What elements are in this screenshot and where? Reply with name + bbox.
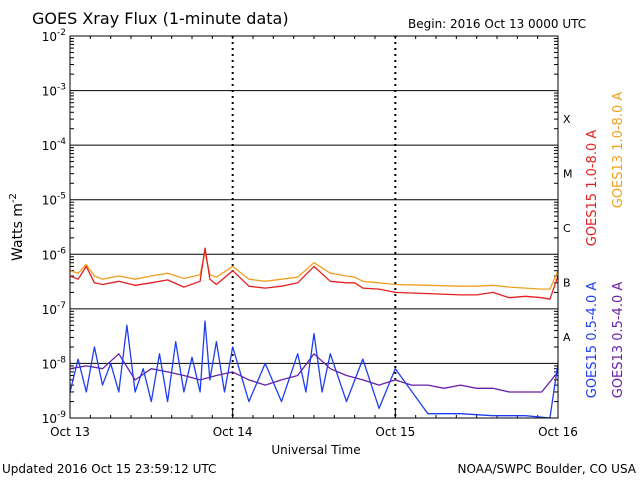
legend-entry-0: GOES15 1.0-8.0 A — [585, 130, 600, 247]
y-tick-label: 10-8 — [42, 355, 67, 371]
legend-entry-1: GOES13 1.0-8.0 A — [611, 92, 626, 209]
credit-label: NOAA/SWPC Boulder, CO USA — [458, 462, 637, 476]
svg-text:Watts m-2: Watts m-2 — [8, 193, 26, 261]
begin-label: Begin: 2016 Oct 13 0000 UTC — [408, 17, 586, 31]
y-axis-label: Watts m-2 — [8, 193, 26, 261]
y-tick-labels: 10-2 10-3 10-4 10-5 10-6 10-7 10-8 10-9 — [42, 28, 67, 426]
series-layer — [69, 247, 559, 419]
flare-class-M: M — [563, 167, 573, 180]
x-tick-label: Oct 16 — [538, 425, 578, 439]
legend-entry-3: GOES13 0.5-4.0 A — [611, 282, 626, 399]
x-axis-label: Universal Time — [271, 443, 360, 457]
x-tick-label: Oct 15 — [375, 425, 415, 439]
series-line-0 — [69, 247, 559, 300]
flare-class-labels: X M C B A — [563, 113, 573, 344]
y-tick-label: 10-6 — [42, 246, 67, 262]
series-line-3 — [69, 353, 559, 393]
flare-class-B: B — [563, 277, 571, 290]
flare-class-C: C — [563, 222, 571, 235]
flare-class-X: X — [563, 113, 571, 126]
flare-class-A: A — [563, 331, 571, 344]
y-axis-label-exponent: -2 — [8, 193, 19, 203]
x-tick-labels: Oct 13 Oct 14 Oct 15 Oct 16 — [50, 425, 578, 439]
y-tick-label: 10-7 — [42, 301, 66, 317]
x-tick-label: Oct 14 — [213, 425, 253, 439]
legend-entry-2: GOES15 0.5-4.0 A — [585, 282, 600, 399]
horizontal-gridlines — [70, 35, 558, 419]
vertical-gridlines — [69, 36, 559, 418]
plot-frame — [69, 35, 559, 419]
updated-label: Updated 2016 Oct 15 23:59:12 UTC — [2, 462, 216, 476]
legend: GOES15 1.0-8.0 A GOES13 1.0-8.0 A GOES15 0… — [585, 92, 626, 399]
series-line-1 — [69, 251, 559, 290]
y-tick-label: 10-2 — [42, 28, 66, 44]
y-tick-label: 10-5 — [42, 192, 66, 208]
x-tick-label: Oct 13 — [50, 425, 90, 439]
chart-title: GOES Xray Flux (1-minute data) — [32, 9, 289, 28]
y-tick-label: 10-9 — [42, 410, 67, 426]
y-tick-label: 10-3 — [42, 83, 66, 99]
series-line-2 — [69, 320, 559, 419]
y-tick-label: 10-4 — [42, 137, 67, 153]
y-axis-label-text: Watts m — [10, 203, 26, 261]
